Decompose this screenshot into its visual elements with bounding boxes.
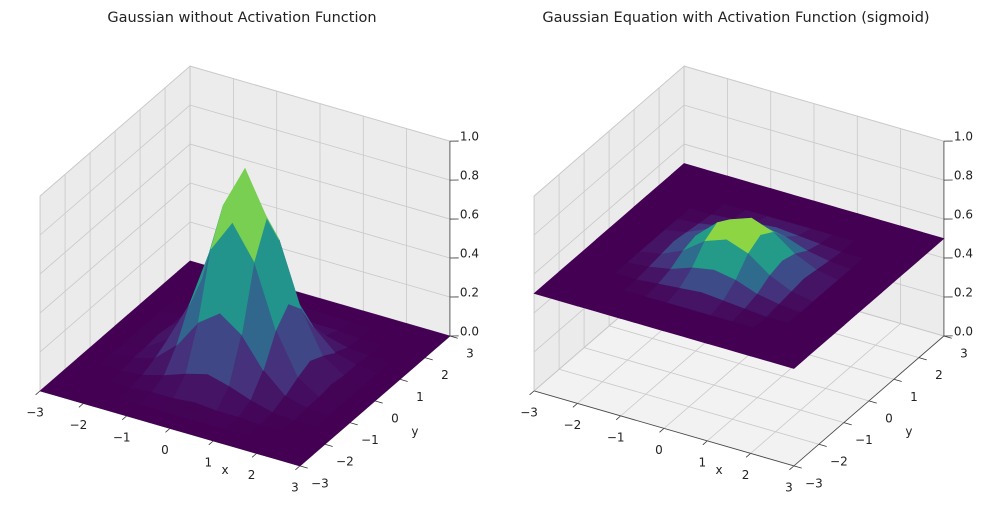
y-tick bbox=[843, 422, 852, 426]
x-axis-label: x bbox=[221, 463, 228, 477]
z-tick-label: 0.2 bbox=[954, 286, 973, 300]
y-tick bbox=[349, 422, 358, 426]
x-tick-label: 3 bbox=[785, 480, 793, 494]
z-tick-label: 0.2 bbox=[460, 286, 479, 300]
y-tick bbox=[793, 465, 802, 469]
chart-title: Gaussian without Activation Function bbox=[107, 10, 376, 26]
surface-patch bbox=[771, 351, 808, 369]
subplot: Gaussian Equation with Activation Functi… bbox=[520, 10, 973, 494]
z-tick-label: 0.8 bbox=[954, 169, 973, 183]
y-tick-label: −2 bbox=[336, 455, 354, 469]
z-tick-label: 0.6 bbox=[460, 208, 479, 222]
subplot: Gaussian without Activation Function −3 −2… bbox=[26, 10, 479, 494]
x-tick-label: −1 bbox=[607, 430, 625, 444]
x-tick bbox=[78, 403, 84, 408]
y-tick bbox=[299, 465, 308, 469]
x-tick-label: 0 bbox=[161, 443, 169, 457]
y-tick-label: −1 bbox=[855, 433, 873, 447]
x-tick-label: 3 bbox=[291, 480, 299, 494]
x-tick-label: 0 bbox=[655, 443, 663, 457]
grid-line bbox=[683, 104, 945, 181]
y-tick bbox=[918, 357, 927, 361]
y-tick-label: −3 bbox=[805, 476, 823, 490]
x-tick-label: −3 bbox=[520, 405, 538, 419]
grid-line bbox=[39, 182, 191, 314]
x-tick-label: 2 bbox=[742, 468, 750, 482]
grid-line bbox=[533, 65, 685, 197]
x-tick-label: 1 bbox=[698, 455, 706, 469]
y-tick-label: 0 bbox=[885, 411, 893, 425]
y-tick bbox=[374, 400, 383, 404]
x-axis-label: x bbox=[715, 463, 722, 477]
x-tick bbox=[208, 440, 214, 446]
surface-patch bbox=[232, 167, 268, 263]
axis-line bbox=[533, 390, 795, 467]
grid-line bbox=[683, 143, 945, 220]
x-tick bbox=[529, 390, 535, 396]
y-tick bbox=[324, 443, 333, 447]
grid-line bbox=[39, 221, 191, 353]
z-tick-label: 0.0 bbox=[954, 324, 973, 338]
grid-line bbox=[189, 143, 451, 220]
y-tick-label: −3 bbox=[311, 476, 329, 490]
x-tick bbox=[572, 403, 578, 408]
x-tick-label: −2 bbox=[70, 418, 88, 432]
x-tick-label: 1 bbox=[204, 455, 212, 469]
y-tick bbox=[818, 443, 827, 447]
y-tick-label: 2 bbox=[935, 368, 943, 382]
grid-line bbox=[683, 65, 945, 142]
z-tick-label: 1.0 bbox=[460, 130, 479, 144]
y-tick-label: −1 bbox=[361, 433, 379, 447]
y-tick-label: 1 bbox=[910, 390, 918, 404]
grid-line bbox=[583, 347, 845, 423]
axis-line bbox=[793, 335, 945, 467]
z-tick-label: 0.4 bbox=[460, 247, 479, 261]
grid-line bbox=[189, 65, 451, 142]
x-tick bbox=[121, 415, 127, 421]
x-tick-label: −3 bbox=[26, 405, 44, 419]
y-tick-label: 0 bbox=[391, 411, 399, 425]
x-tick bbox=[789, 465, 795, 471]
y-tick bbox=[893, 378, 902, 382]
x-tick bbox=[251, 453, 257, 458]
grid-line bbox=[39, 104, 191, 236]
grid-line bbox=[189, 104, 451, 181]
z-tick-label: 0.8 bbox=[460, 169, 479, 183]
y-tick bbox=[868, 400, 877, 404]
x-tick bbox=[165, 428, 171, 433]
z-tick-label: 0.6 bbox=[954, 208, 973, 222]
grid-line bbox=[533, 104, 685, 236]
grid-line bbox=[558, 368, 820, 445]
grid-line bbox=[608, 325, 870, 402]
grid-line bbox=[39, 143, 191, 275]
y-tick-label: 2 bbox=[441, 368, 449, 382]
x-tick-label: 2 bbox=[248, 468, 256, 482]
x-tick bbox=[659, 428, 665, 433]
z-tick-label: 0.0 bbox=[460, 324, 479, 338]
grid-line bbox=[533, 143, 685, 275]
y-tick-label: 1 bbox=[416, 390, 424, 404]
z-tick-label: 1.0 bbox=[954, 130, 973, 144]
x-tick bbox=[702, 440, 708, 446]
y-tick-label: −2 bbox=[830, 455, 848, 469]
chart-title: Gaussian Equation with Activation Functi… bbox=[542, 10, 929, 26]
y-axis-label: y bbox=[411, 424, 418, 438]
y-axis-label: y bbox=[905, 424, 912, 438]
x-tick bbox=[295, 465, 301, 471]
x-tick-label: −2 bbox=[564, 418, 582, 432]
x-tick bbox=[615, 415, 621, 421]
y-tick-label: 3 bbox=[466, 346, 474, 360]
z-tick-label: 0.4 bbox=[954, 247, 973, 261]
x-tick-label: −1 bbox=[113, 430, 131, 444]
y-tick bbox=[424, 357, 433, 361]
grid-line bbox=[39, 65, 191, 197]
surface-patch bbox=[277, 448, 314, 467]
x-tick bbox=[745, 453, 751, 458]
y-tick-label: 3 bbox=[960, 346, 968, 360]
x-tick bbox=[35, 390, 41, 396]
y-tick bbox=[399, 378, 408, 382]
